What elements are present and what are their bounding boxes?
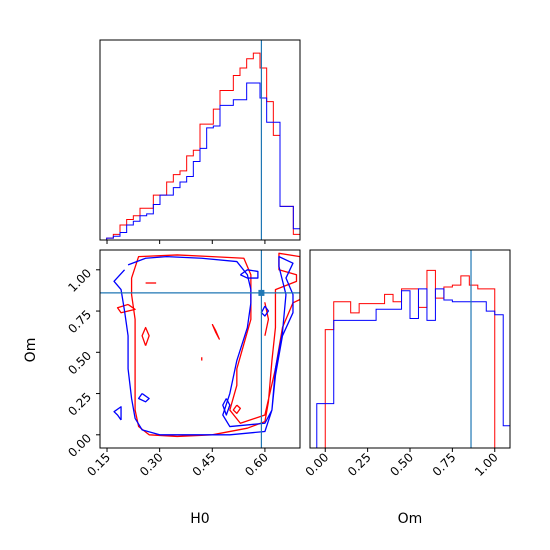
h0-hist-frame — [99, 39, 301, 241]
contour-frame — [99, 249, 301, 449]
om-hist-x-tick-label: 0.75 — [430, 450, 459, 479]
contour-series-b — [137, 393, 150, 403]
y-axis-label-om: Om — [23, 338, 39, 363]
contour-series-a — [116, 303, 136, 314]
om-y-tick-label: 0.25 — [65, 390, 94, 419]
h0-histogram-panel — [99, 39, 301, 244]
contour-series-b — [222, 398, 231, 416]
truth-marker — [258, 289, 265, 296]
contour-series-a — [130, 252, 300, 438]
om-hist-x-tick-label: 1.00 — [472, 450, 501, 479]
h0-x-tick-label: 0.60 — [242, 450, 271, 479]
om-hist-x-tick-label: 0.25 — [345, 450, 374, 479]
contour-series-a — [232, 404, 241, 414]
contour-series-b — [113, 406, 122, 421]
contour-series-b — [239, 269, 259, 279]
om-histogram-panel: 0.00 0.25 0.50 0.75 1.00 — [303, 249, 511, 479]
x-axis-label-om: Om — [398, 511, 423, 527]
h0-x-tick-label: 0.30 — [137, 450, 166, 479]
contour-series-a — [264, 302, 270, 336]
contour-series-a — [141, 326, 150, 346]
om-y-tick-label: 0.50 — [65, 349, 94, 378]
om-y-tick-label: 0.00 — [65, 431, 94, 460]
h0-om-contour-panel: 0.15 0.30 0.45 0.60 0.00 0.25 0.50 0.75 1.00 — [65, 249, 301, 479]
om-hist-x-tick-label: 0.50 — [387, 450, 416, 479]
h0-hist-series-b — [100, 82, 300, 240]
h0-x-tick-label: 0.15 — [84, 450, 113, 479]
om-y-tick-label: 1.00 — [65, 266, 94, 295]
h0-x-tick-label: 0.45 — [190, 450, 219, 479]
om-hist-x-tick-label: 0.00 — [303, 450, 332, 479]
om-hist-frame — [309, 249, 511, 449]
contour-series-a — [211, 323, 220, 340]
om-y-tick-label: 0.75 — [65, 307, 94, 336]
contour-series-b — [113, 255, 294, 436]
om-hist-series-b — [310, 288, 510, 448]
h0-hist-series-a — [100, 52, 300, 240]
contour-series-b — [260, 305, 270, 317]
x-axis-label-h0: H0 — [190, 511, 209, 527]
